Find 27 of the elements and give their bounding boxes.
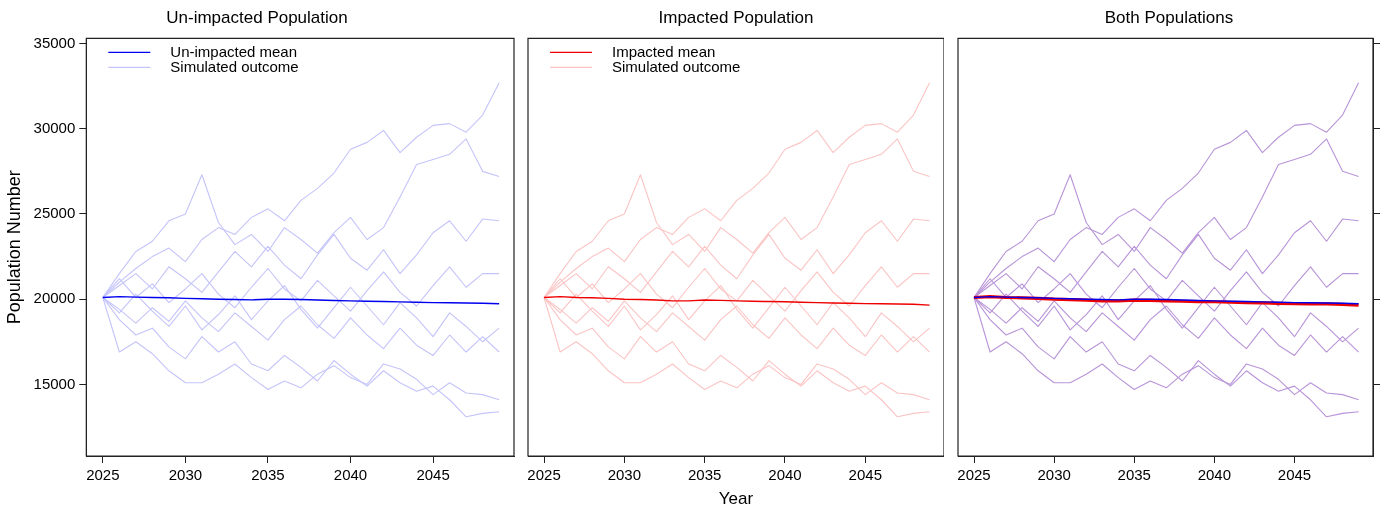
x-tick-label: 2040 — [1197, 466, 1232, 484]
x-tick-label: 2025 — [527, 466, 561, 484]
x-axis-title: Year — [718, 489, 754, 509]
y-tick-label: 35000 — [33, 33, 76, 51]
x-tick-label: 2030 — [1037, 466, 1071, 484]
x-tick-label: 2030 — [607, 466, 642, 484]
legend-label: Impacted mean — [612, 42, 716, 60]
chart-title: Impacted Population — [658, 7, 814, 27]
y-tick-label: 20000 — [33, 289, 76, 307]
x-tick-label: 2035 — [687, 466, 722, 484]
x-tick-label: 2040 — [768, 466, 802, 484]
x-tick-label: 2025 — [86, 466, 120, 484]
y-axis-title: Population Number — [3, 170, 24, 325]
x-tick-label: 2025 — [957, 466, 991, 484]
legend-label: Un-impacted mean — [170, 42, 298, 60]
x-tick-label: 2045 — [1277, 466, 1312, 484]
x-tick-label: 2030 — [168, 466, 203, 484]
chart-title: Un-impacted Population — [166, 7, 348, 27]
x-tick-label: 2035 — [251, 466, 285, 484]
x-tick-label: 2035 — [1117, 466, 1151, 484]
chart-title: Both Populations — [1104, 7, 1234, 27]
y-tick-label: 25000 — [33, 204, 76, 222]
x-tick-label: 2040 — [333, 466, 368, 484]
y-tick-label: 30000 — [33, 118, 76, 136]
x-tick-label: 2045 — [848, 466, 882, 484]
y-tick-label: 15000 — [33, 374, 76, 392]
x-tick-label: 2045 — [416, 466, 450, 484]
